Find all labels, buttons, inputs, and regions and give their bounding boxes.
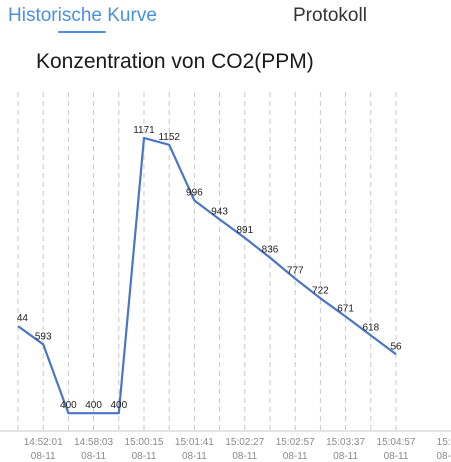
x-tick-label-time: 15:02:57 xyxy=(276,437,315,448)
x-tick-label-time: 15:01:41 xyxy=(175,437,214,448)
x-tick-label-date: 08-11 xyxy=(283,451,308,462)
x-tick-label-date: 08-11 xyxy=(384,451,409,462)
x-tick-label-date: 08-11 xyxy=(132,451,157,462)
data-label: 891 xyxy=(236,225,253,236)
data-label: 1171 xyxy=(133,125,155,136)
x-tick-label-date: 08-11 xyxy=(333,451,358,462)
x-tick-label-time: 15:1 xyxy=(437,437,451,448)
x-tick-label-time: 15:00:15 xyxy=(125,437,164,448)
data-label: 943 xyxy=(211,206,228,217)
data-label: 1152 xyxy=(158,132,180,143)
series-line xyxy=(17,136,397,415)
x-tick-label-time: 15:03:37 xyxy=(326,437,365,448)
data-label: 44 xyxy=(17,313,29,324)
data-label: 777 xyxy=(287,266,304,277)
x-tick-label-date: 08-11 xyxy=(232,451,257,462)
data-label: 400 xyxy=(60,400,77,411)
data-label: 671 xyxy=(337,303,354,314)
x-tick-label-time: 14:52:01 xyxy=(24,437,63,448)
data-label: 722 xyxy=(312,285,329,296)
data-label: 836 xyxy=(262,245,279,256)
x-tick-label-date: 08-11 xyxy=(31,451,56,462)
tab-protocol[interactable]: Protokoll xyxy=(293,5,367,26)
x-tick-label-date: 08-1 xyxy=(436,451,451,462)
data-label: 593 xyxy=(35,331,52,342)
data-label: 400 xyxy=(85,400,102,411)
x-tick-label-date: 08-11 xyxy=(81,451,106,462)
tab-historical-curve[interactable]: Historische Kurve xyxy=(8,5,157,26)
data-label: 996 xyxy=(186,187,203,198)
x-tick-label-time: 14:58:03 xyxy=(74,437,113,448)
chart-title: Konzentration von CO2(PPM) xyxy=(36,50,314,73)
data-label: 618 xyxy=(362,322,379,333)
x-tick-label-date: 08-11 xyxy=(182,451,207,462)
data-label: 56 xyxy=(390,341,402,352)
data-label: 400 xyxy=(110,400,127,411)
active-tab-indicator xyxy=(58,31,106,33)
x-tick-label-time: 15:04:57 xyxy=(377,437,416,448)
tab-bar: Historische Kurve Protokoll xyxy=(0,0,451,38)
x-tick-label-time: 15:02:27 xyxy=(225,437,264,448)
